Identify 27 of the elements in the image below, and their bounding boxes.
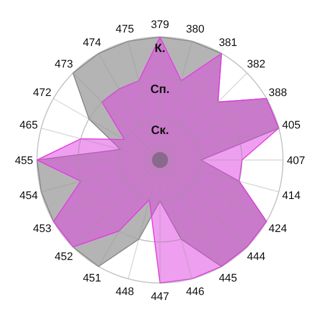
spoke-label: 453 [33, 222, 52, 235]
spoke-label: 455 [14, 154, 34, 167]
spoke-label: 388 [268, 86, 287, 99]
spoke-label: 473 [54, 58, 74, 71]
spoke-label: 447 [150, 290, 170, 303]
spoke-label: 446 [186, 286, 204, 298]
spoke-label: 465 [19, 120, 38, 132]
spoke-label: 451 [82, 272, 102, 285]
spoke-label: 407 [286, 154, 306, 167]
spoke-label: 414 [282, 190, 301, 202]
spoke-label: 444 [246, 251, 266, 264]
spoke-label: 382 [246, 58, 266, 71]
y-tick-label: Ск. [150, 123, 170, 137]
spoke-label: 424 [268, 222, 287, 235]
spoke-label: 452 [54, 251, 74, 264]
spoke-label: 454 [19, 190, 38, 202]
spoke-label: 474 [82, 37, 102, 50]
y-tick-label: К. [154, 41, 166, 55]
spoke-label: 448 [116, 286, 134, 298]
spoke-label: 379 [150, 18, 170, 31]
spoke-label: 475 [116, 23, 134, 36]
spoke-label: 405 [282, 120, 301, 132]
spoke-label: 472 [33, 86, 52, 99]
y-tick-label: Сп. [150, 82, 170, 96]
spoke-label: 380 [186, 23, 204, 36]
spoke-label: 445 [218, 272, 238, 285]
spoke-label: 381 [218, 37, 238, 50]
